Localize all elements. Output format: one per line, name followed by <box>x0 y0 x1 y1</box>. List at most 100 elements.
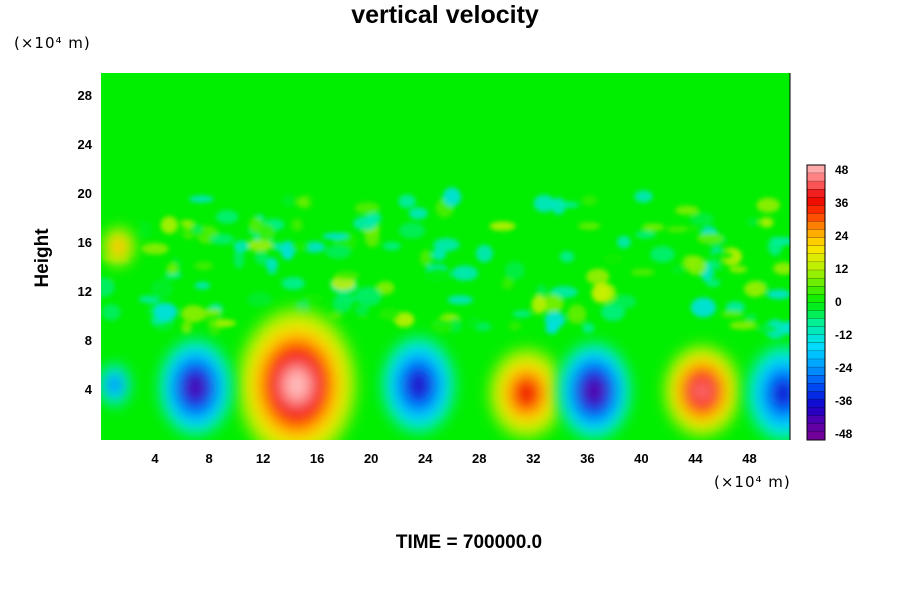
turbulent-cell <box>744 281 767 297</box>
x-tick-label: 36 <box>580 451 595 466</box>
turbulent-cell <box>382 241 401 251</box>
turbulent-cell <box>671 264 687 274</box>
turbulent-cell <box>550 285 578 299</box>
x-tick-label: 12 <box>255 451 271 466</box>
colorbar-segment <box>807 407 825 417</box>
turbulent-cell <box>101 277 115 298</box>
turbulent-cell <box>257 223 275 242</box>
turbulent-cell <box>166 263 178 275</box>
turbulent-cell <box>642 223 665 231</box>
turbulent-cell <box>616 235 631 249</box>
colorbar-segment <box>807 359 825 368</box>
turbulent-cell <box>766 289 790 300</box>
turbulent-cell <box>581 195 598 206</box>
colorbar-segment <box>807 286 825 295</box>
turbulent-cell <box>193 261 214 271</box>
colorbar-segment <box>807 351 825 360</box>
colorbar-segment <box>807 334 825 344</box>
turbulent-cell <box>192 223 203 234</box>
x-tick-label: 44 <box>688 451 703 466</box>
y-tick-label: 24 <box>77 137 92 153</box>
x-tick-label: 16 <box>309 451 325 466</box>
turbulent-cell <box>591 283 610 303</box>
turbulent-cell <box>729 321 757 330</box>
turbulent-cell <box>725 301 745 314</box>
turbulent-cell <box>328 312 342 320</box>
turbulent-cell <box>559 251 575 263</box>
colorbar-segment <box>807 270 825 279</box>
turbulent-cell <box>101 304 121 321</box>
colorbar-segment <box>807 367 825 376</box>
turbulent-cell <box>630 268 655 276</box>
turbulent-cell <box>215 210 239 224</box>
turbulent-cell <box>200 308 223 315</box>
colorbar-segment <box>807 213 825 223</box>
turbulent-cell <box>419 249 432 266</box>
turbulent-cell <box>280 240 295 260</box>
turbulent-cell <box>720 310 743 318</box>
time-annotation: TIME = 700000.0 <box>395 532 543 553</box>
colorbar-segment <box>807 278 825 287</box>
turbulent-cell <box>265 257 278 273</box>
colorbar-segment <box>807 302 825 311</box>
turbulent-cell <box>431 248 447 261</box>
turbulent-cell <box>194 281 211 290</box>
turbulent-cell <box>291 218 303 232</box>
turbulent-cell <box>466 316 480 330</box>
turbulent-cell <box>355 314 371 321</box>
turbulent-cell <box>353 216 378 231</box>
y-unit-label: (×10⁴ m) <box>14 34 91 52</box>
turbulent-cell <box>729 265 747 273</box>
turbulent-cell <box>281 194 295 207</box>
turbulent-cell <box>303 292 324 302</box>
x-tick-label: 8 <box>205 451 213 466</box>
turbulent-cell <box>164 272 182 279</box>
turbulent-cell <box>555 201 580 209</box>
turbulent-cell <box>705 280 721 287</box>
colorbar-tick-label: -36 <box>835 393 853 408</box>
colorbar-segment <box>807 262 825 271</box>
turbulent-cell <box>501 277 514 290</box>
turbulent-cell <box>567 304 587 324</box>
turbulent-cell <box>696 232 724 244</box>
y-tick-label: 20 <box>77 186 92 202</box>
colorbar-tick-label: 24 <box>835 228 849 243</box>
colorbar-tick-label: -24 <box>835 360 853 375</box>
feature-cell <box>486 345 567 440</box>
turbulent-cell <box>586 268 610 285</box>
turbulent-cell <box>233 240 250 253</box>
colorbar-segment <box>807 189 825 198</box>
colorbar-segment <box>807 423 825 433</box>
colorbar-segment <box>807 415 825 425</box>
turbulent-cell <box>354 202 380 214</box>
y-tick-label: 28 <box>77 88 92 104</box>
turbulent-cell <box>489 221 516 231</box>
turbulent-cell <box>767 236 783 256</box>
turbulent-cell <box>756 324 777 334</box>
colorbar-segment <box>807 221 825 231</box>
turbulent-cell <box>140 296 160 304</box>
turbulent-cell <box>544 311 566 329</box>
colorbar-segment <box>807 237 825 247</box>
turbulent-cell <box>333 271 360 281</box>
turbulent-cell <box>508 321 522 331</box>
turbulent-cell <box>179 219 195 227</box>
turbulent-cell <box>355 286 382 306</box>
turbulent-cell <box>246 292 273 307</box>
turbulent-cell <box>634 190 653 203</box>
x-tick-label: 20 <box>363 451 379 466</box>
colorbar-segment <box>807 197 825 206</box>
turbulent-cell <box>666 226 687 233</box>
colorbar-segment <box>807 391 825 400</box>
turbulent-cell <box>325 244 351 259</box>
turbulent-cell <box>303 241 326 253</box>
colorbar-tick-label: -48 <box>835 426 853 441</box>
turbulent-cell <box>378 308 401 321</box>
turbulent-cell <box>254 247 268 265</box>
x-tick-label: 48 <box>742 451 757 466</box>
colorbar-tick-label: 12 <box>835 261 849 276</box>
feature-cell <box>380 334 457 435</box>
turbulent-cell <box>635 230 656 239</box>
turbulent-cell <box>690 212 715 226</box>
turbulent-cell <box>150 279 173 299</box>
